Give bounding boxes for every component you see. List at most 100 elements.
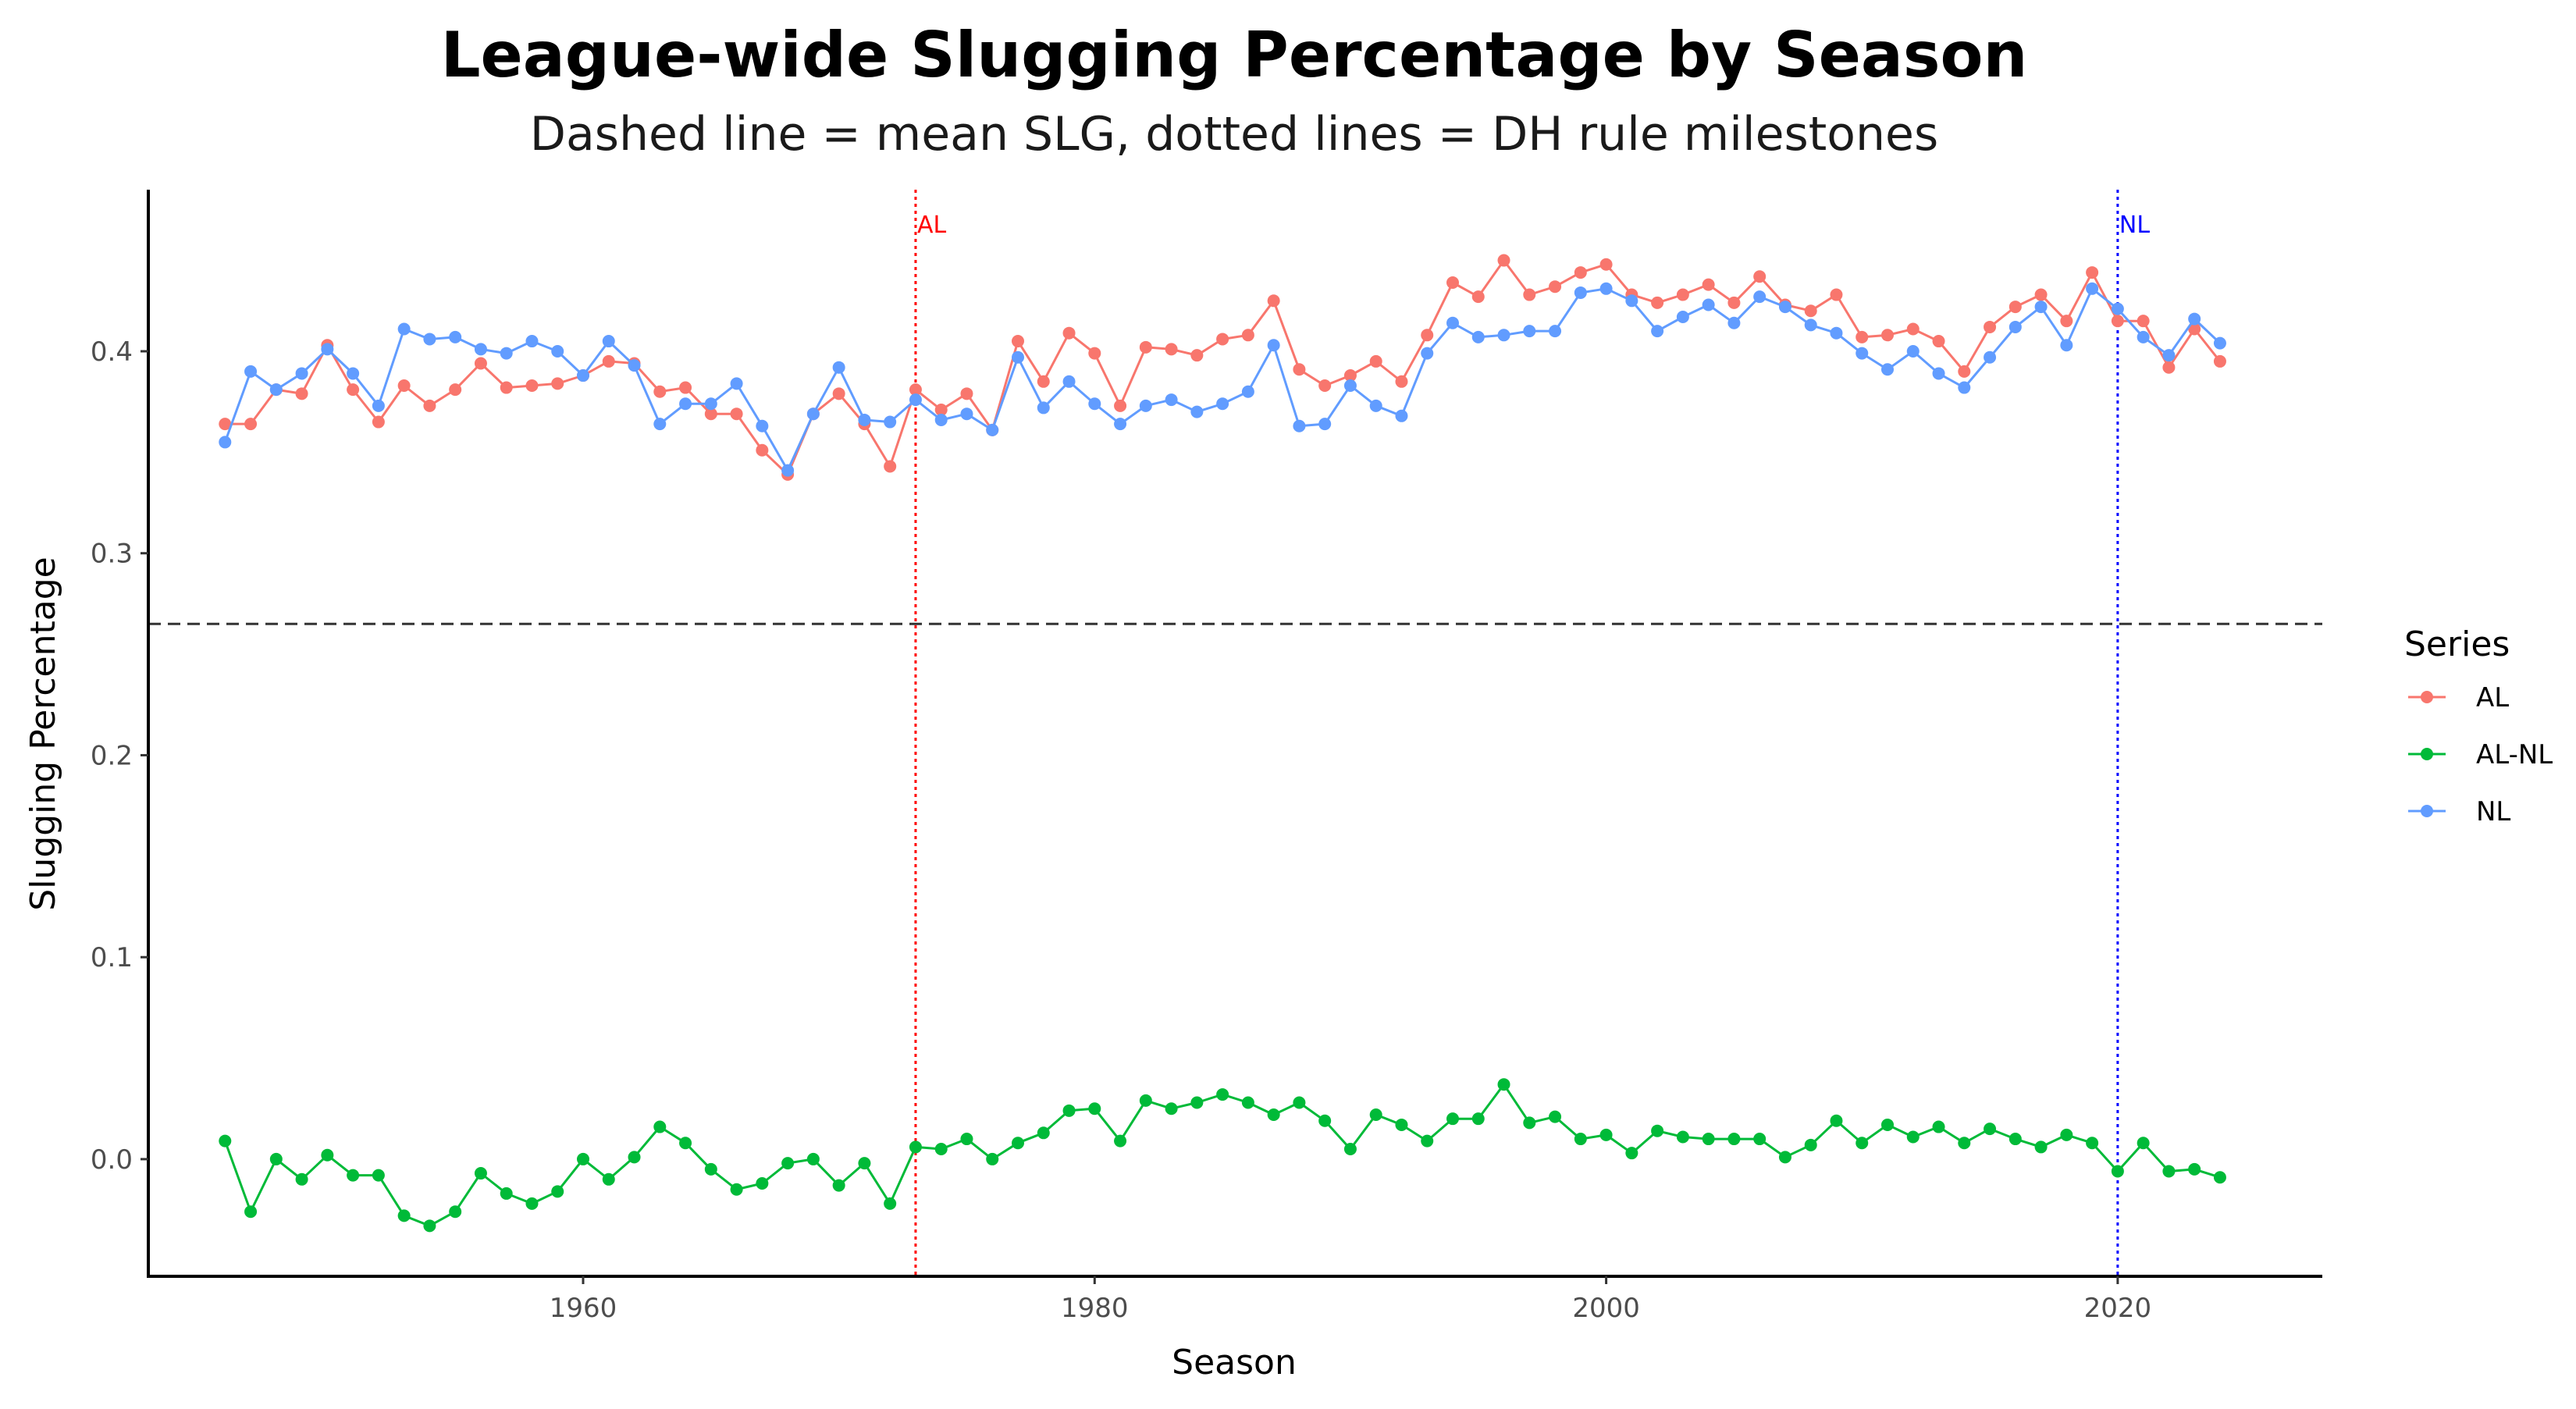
data-point-al-nl <box>1599 1128 1613 1141</box>
data-point-nl <box>1523 325 1536 338</box>
data-point-nl <box>909 393 922 407</box>
data-point-al-nl <box>1139 1094 1152 1107</box>
data-point-al-nl <box>1241 1096 1254 1109</box>
data-point-nl <box>1471 330 1485 343</box>
data-point-al <box>934 404 948 417</box>
data-point-al-nl <box>653 1120 667 1133</box>
y-tick-label: 0.3 <box>91 539 133 570</box>
data-point-al-nl <box>1471 1112 1485 1126</box>
data-point-nl <box>269 383 283 397</box>
x-tick-label: 2020 <box>2084 1293 2152 1324</box>
data-point-nl <box>1421 347 1434 360</box>
data-point-al-nl <box>1549 1110 1562 1123</box>
data-point-nl <box>934 413 948 426</box>
data-point-nl <box>1497 329 1510 342</box>
data-point-nl <box>1088 397 1101 411</box>
data-point-al-nl <box>219 1134 232 1147</box>
data-point-nl <box>1804 318 1817 332</box>
data-point-al-nl <box>1804 1138 1817 1151</box>
data-point-nl <box>577 369 589 382</box>
data-point-al-nl <box>934 1142 948 1155</box>
data-point-al <box>1984 320 1997 333</box>
data-point-al <box>2137 315 2150 328</box>
data-point-al <box>1139 340 1152 354</box>
data-point-al <box>1523 288 1536 301</box>
data-point-al <box>295 387 308 400</box>
data-point-nl <box>602 335 615 348</box>
data-point-al-nl <box>2060 1128 2073 1141</box>
data-point-nl <box>372 399 385 412</box>
data-point-al-nl <box>909 1140 922 1154</box>
data-point-nl <box>832 361 845 374</box>
data-point-al-nl <box>321 1148 334 1162</box>
data-point-nl <box>347 367 360 380</box>
data-point-al-nl <box>244 1205 258 1219</box>
data-point-al <box>1062 326 1076 340</box>
data-point-al-nl <box>602 1172 615 1186</box>
data-point-al-nl <box>756 1176 769 1190</box>
data-point-al-nl <box>2008 1133 2022 1146</box>
data-point-nl <box>884 415 897 429</box>
data-point-nl <box>704 397 717 411</box>
data-point-nl <box>730 377 743 390</box>
data-point-al <box>2060 315 2073 328</box>
data-point-al-nl <box>1318 1114 1332 1127</box>
data-point-al <box>1753 270 1767 283</box>
legend-label-nl: NL <box>2476 796 2510 827</box>
data-point-nl <box>423 333 436 346</box>
legend-key-point-nl <box>2421 805 2433 817</box>
legend-label-al-nl: AL-NL <box>2476 739 2553 770</box>
data-point-al-nl <box>2213 1171 2226 1184</box>
data-point-al <box>1369 354 1382 368</box>
data-point-nl <box>1293 419 1306 432</box>
data-point-nl <box>1343 379 1357 392</box>
data-point-al-nl <box>1523 1116 1536 1130</box>
data-point-al-nl <box>1395 1118 1408 1131</box>
data-point-al <box>1958 365 1971 378</box>
data-point-al <box>423 399 436 412</box>
data-point-al-nl <box>781 1157 795 1170</box>
data-point-nl <box>1599 282 1613 295</box>
data-point-al-nl <box>449 1205 462 1219</box>
data-point-nl <box>2188 312 2201 326</box>
series-line-al <box>225 259 2222 476</box>
data-point-al <box>244 418 258 431</box>
legend-label-al: AL <box>2476 682 2509 713</box>
data-point-al <box>1241 329 1254 342</box>
data-point-al <box>474 357 487 370</box>
data-point-al-nl <box>2086 1137 2099 1150</box>
data-point-al-nl <box>1446 1112 1459 1126</box>
data-point-al <box>1676 288 1689 301</box>
legend-key-point-al <box>2421 691 2433 703</box>
data-point-al-nl <box>832 1179 845 1192</box>
x-tick-label: 1980 <box>1061 1293 1129 1324</box>
data-point-al-nl <box>1932 1120 1945 1133</box>
data-point-al <box>1932 335 1945 348</box>
series-line-nl <box>223 287 2221 472</box>
data-point-al-nl <box>269 1152 283 1165</box>
data-point-al-nl <box>884 1197 897 1210</box>
data-point-al-nl <box>1037 1126 1050 1140</box>
data-point-al-nl <box>423 1219 436 1233</box>
data-point-al <box>653 385 667 398</box>
data-point-al-nl <box>1369 1108 1382 1122</box>
data-point-al <box>1727 296 1741 309</box>
data-point-al <box>1190 349 1204 362</box>
data-point-nl <box>1778 301 1791 314</box>
data-point-nl <box>2008 320 2022 333</box>
data-point-al-nl <box>372 1169 385 1182</box>
series-line-al-nl <box>223 1083 2221 1227</box>
data-point-al-nl <box>679 1137 692 1150</box>
data-point-nl <box>858 413 871 426</box>
data-point-nl <box>653 418 667 431</box>
data-point-nl <box>628 359 641 372</box>
data-point-al-nl <box>1497 1078 1510 1091</box>
data-point-al-nl <box>295 1172 308 1186</box>
data-point-al <box>1114 399 1127 412</box>
data-point-al-nl <box>397 1209 411 1222</box>
data-point-al-nl <box>704 1162 717 1176</box>
y-tick-label: 0.2 <box>91 740 133 771</box>
data-point-al-nl <box>1574 1133 1587 1146</box>
data-point-nl <box>1625 294 1638 308</box>
data-point-nl <box>1651 325 1664 338</box>
